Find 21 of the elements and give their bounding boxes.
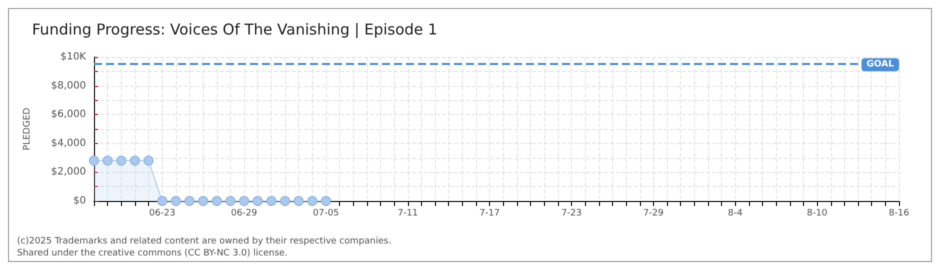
- x-tick-label: 8-16: [888, 208, 910, 218]
- x-tick-label: 7-23: [561, 208, 582, 218]
- y-tick-label: $10K: [60, 52, 86, 62]
- y-tick-label: $8,000: [51, 80, 86, 92]
- x-tick-label: 06-23: [149, 208, 176, 218]
- y-tick-label: $0: [73, 196, 86, 206]
- x-tick-label: 7-29: [643, 208, 664, 218]
- x-tick-label: 07-05: [312, 208, 340, 218]
- x-tick-label: 7-17: [479, 208, 500, 218]
- ref-line-label: GOAL: [866, 60, 894, 70]
- y-tick-label: $2,000: [51, 166, 86, 178]
- x-tick-label: 8-10: [806, 208, 828, 218]
- y-axis-title: PLEDGED: [22, 108, 32, 150]
- chart-title: Funding Progress: Voices Of The Vanishing | Episode 1: [32, 20, 438, 38]
- text: Shared under the creative commons (CC BY-NC 3.0) license.: [17, 248, 288, 258]
- x-tick-label: 7-11: [398, 208, 418, 218]
- x-tick-label: 06-29: [231, 208, 258, 218]
- y-tick-label: $4,000: [51, 138, 86, 149]
- y-tick-label: $6,000: [51, 109, 86, 120]
- x-tick-label: 8-4: [728, 208, 743, 218]
- text: (c)2025 Trademarks and related content are owned by their respective companies.: [17, 236, 392, 246]
